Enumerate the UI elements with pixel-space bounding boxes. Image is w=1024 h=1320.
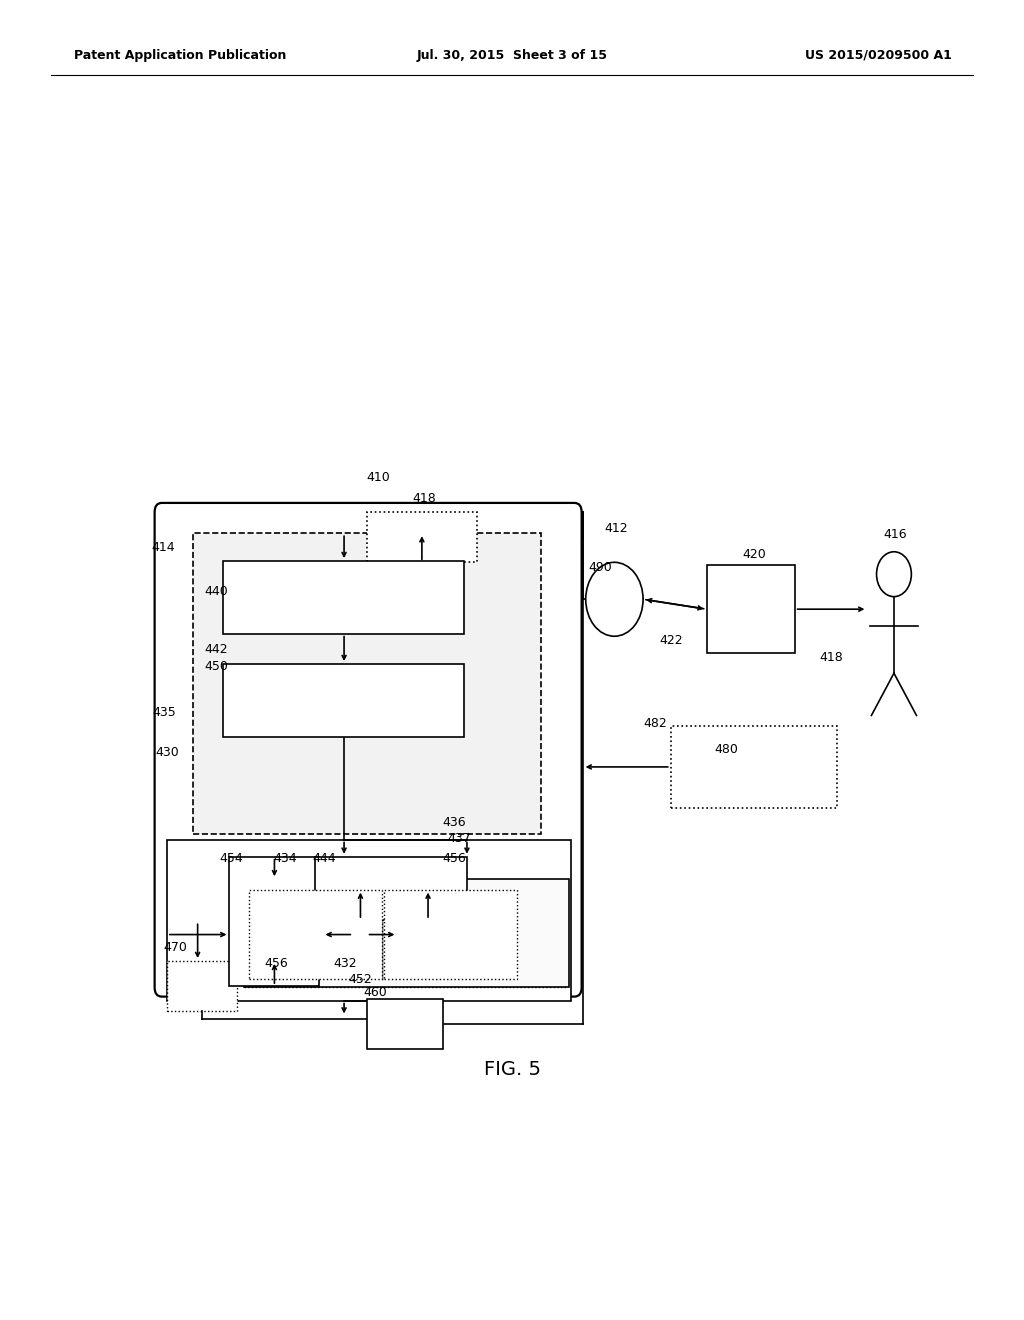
Bar — [244, 887, 566, 987]
Text: 482: 482 — [643, 717, 667, 730]
Text: 435: 435 — [153, 706, 176, 719]
Text: 444: 444 — [312, 851, 336, 865]
Text: 432: 432 — [334, 957, 357, 970]
Text: 418: 418 — [413, 492, 436, 506]
Text: 460: 460 — [364, 986, 387, 999]
Bar — [167, 961, 237, 1011]
Text: 450: 450 — [205, 660, 228, 673]
Text: 412: 412 — [604, 521, 628, 535]
Text: 456: 456 — [442, 851, 466, 865]
Text: 440: 440 — [205, 585, 228, 598]
Bar — [671, 726, 837, 808]
Text: 416: 416 — [884, 528, 907, 541]
Text: 414: 414 — [152, 541, 175, 554]
Text: 490: 490 — [589, 561, 612, 574]
Text: US 2015/0209500 A1: US 2015/0209500 A1 — [806, 49, 952, 62]
Circle shape — [877, 552, 911, 597]
Bar — [167, 840, 571, 1001]
Text: 480: 480 — [715, 743, 738, 756]
Bar — [249, 890, 382, 979]
Bar — [384, 890, 517, 979]
Text: 434: 434 — [273, 851, 297, 865]
Bar — [707, 565, 795, 653]
Text: 436: 436 — [442, 816, 466, 829]
Text: FIG. 5: FIG. 5 — [483, 1060, 541, 1078]
Text: 442: 442 — [205, 643, 228, 656]
Text: 422: 422 — [659, 634, 683, 647]
Bar — [223, 664, 464, 737]
Text: 470: 470 — [164, 941, 187, 954]
Text: Jul. 30, 2015  Sheet 3 of 15: Jul. 30, 2015 Sheet 3 of 15 — [417, 49, 607, 62]
Text: 456: 456 — [264, 957, 288, 970]
Text: 454: 454 — [219, 851, 243, 865]
Text: 430: 430 — [156, 746, 179, 759]
Bar — [223, 561, 464, 634]
Bar — [367, 999, 443, 1049]
Bar — [244, 879, 569, 987]
Text: 410: 410 — [367, 471, 390, 484]
Bar — [193, 533, 541, 834]
Text: 452: 452 — [348, 973, 372, 986]
Bar — [367, 512, 477, 562]
Bar — [315, 857, 467, 920]
Bar — [229, 857, 319, 986]
Text: 418: 418 — [819, 651, 843, 664]
Text: 420: 420 — [742, 548, 766, 561]
Text: 437: 437 — [447, 832, 471, 845]
Text: Patent Application Publication: Patent Application Publication — [74, 49, 286, 62]
Circle shape — [586, 562, 643, 636]
FancyBboxPatch shape — [155, 503, 582, 997]
